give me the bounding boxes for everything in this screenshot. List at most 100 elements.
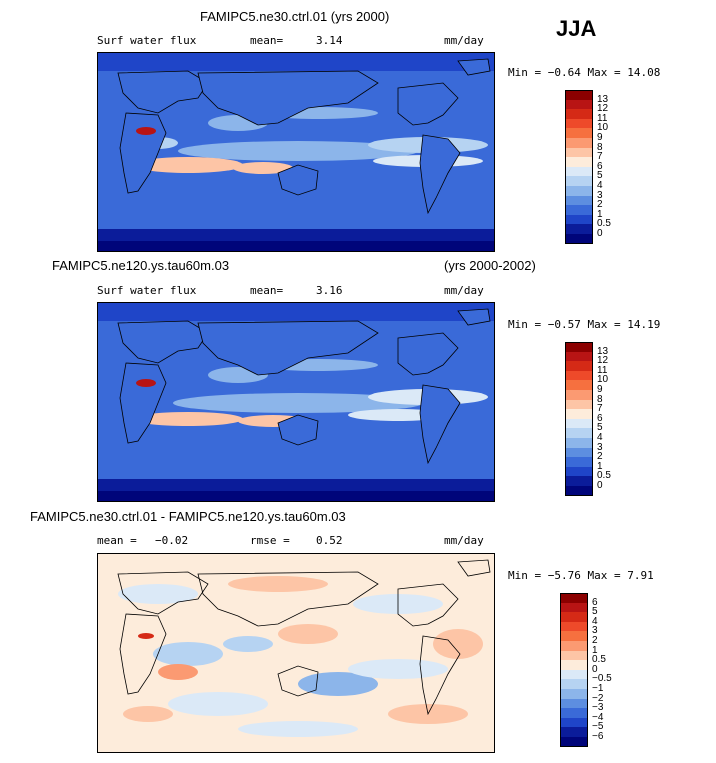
colorbar-swatch [565, 195, 593, 206]
colorbar-swatch [560, 737, 588, 747]
colorbar-tick-label: 1 [592, 644, 598, 656]
colorbar-swatch [560, 612, 588, 622]
colorbar-swatch [565, 138, 593, 148]
colorbar-swatch [565, 118, 593, 129]
colorbar-swatch [565, 390, 593, 400]
colorbar-tick-label: 6 [597, 160, 603, 172]
colorbar-swatch [565, 166, 593, 177]
panel3-title: FAMIPC5.ne30.ctrl.01 - FAMIPC5.ne120.ys.… [30, 509, 346, 524]
colorbar-swatch [560, 698, 588, 709]
colorbar-tick-label: 0 [597, 480, 603, 491]
colorbar-tick-label: 1 [597, 460, 603, 472]
colorbar-swatch [565, 147, 593, 158]
colorbar-tick-label: −4 [592, 711, 604, 723]
colorbar-tick-label: 3 [597, 441, 603, 453]
colorbar-tick-label: −1 [592, 683, 604, 694]
panel2-map-graphic [98, 303, 494, 501]
colorbar-swatch [560, 602, 588, 613]
panel1-colorbar: 13 12 11 10 9 8 7 6 5 4 3 2 1 0.5 0 [565, 90, 635, 245]
panel2-years: (yrs 2000-2002) [444, 258, 536, 273]
colorbar-swatch [565, 109, 593, 119]
colorbar-swatch [565, 186, 593, 196]
colorbar-tick-label: 10 [597, 374, 609, 386]
panel1-map-graphic [98, 53, 494, 251]
colorbar-swatch [565, 128, 593, 138]
colorbar-swatch [560, 708, 588, 718]
panel1-title: FAMIPC5.ne30.ctrl.01 (yrs 2000) [200, 9, 390, 24]
colorbar-tick-label: −0.5 [592, 673, 612, 685]
colorbar-tick-label: 10 [597, 122, 609, 134]
colorbar-swatch [565, 351, 593, 362]
colorbar-tick-label: 7 [597, 151, 603, 163]
colorbar-swatch [560, 631, 588, 641]
panel2-mean-value: 3.16 [316, 284, 343, 297]
colorbar-tick-label: 5 [597, 170, 603, 182]
colorbar-swatch [565, 399, 593, 410]
colorbar-swatch [560, 641, 588, 651]
colorbar-tick-label: 6 [597, 412, 603, 424]
panel1-variable-label: Surf water flux [97, 34, 197, 47]
colorbar-tick-label: −2 [592, 692, 604, 704]
colorbar-tick-label: 13 [597, 93, 609, 105]
colorbar-tick-label: −6 [592, 731, 604, 742]
colorbar-tick-label: 12 [597, 103, 609, 115]
colorbar-swatch [565, 466, 593, 477]
panel1-mean-value: 3.14 [316, 34, 343, 47]
colorbar-swatch [565, 438, 593, 448]
colorbar-tick-label: 6 [592, 596, 598, 608]
colorbar-tick-label: 4 [597, 432, 603, 443]
colorbar-tick-label: 0.5 [597, 218, 611, 230]
colorbar-swatch [565, 361, 593, 371]
panel3-units: mm/day [444, 534, 484, 547]
colorbar-tick-label: 11 [597, 112, 608, 124]
panel2-mean-label: mean= [250, 284, 284, 297]
colorbar-swatch [565, 157, 593, 167]
colorbar-tick-label: 1 [597, 208, 603, 220]
colorbar-swatch [560, 669, 588, 680]
colorbar-swatch [560, 689, 588, 699]
colorbar-tick-label: 9 [597, 132, 603, 143]
colorbar-tick-label: 0 [592, 663, 598, 675]
colorbar-swatch [565, 418, 593, 429]
panel1-mean-label: mean= [250, 34, 284, 47]
colorbar-tick-label: −3 [592, 702, 604, 714]
colorbar-tick-label: 9 [597, 384, 603, 395]
colorbar-tick-label: 11 [597, 364, 608, 376]
colorbar-swatch [565, 370, 593, 381]
panel1-map [97, 52, 495, 252]
panel3-mean-label: mean = [97, 534, 137, 547]
colorbar-swatch [565, 409, 593, 419]
panel2-variable-label: Surf water flux [97, 284, 197, 297]
colorbar-swatch [565, 447, 593, 458]
panel2-map [97, 302, 495, 502]
panel1-units: mm/day [444, 34, 484, 47]
colorbar-swatch [565, 486, 593, 496]
colorbar-tick-label: 12 [597, 355, 609, 367]
colorbar-swatch [565, 214, 593, 225]
colorbar-tick-label: 0.5 [592, 654, 606, 666]
colorbar-swatch [560, 660, 588, 670]
panel2-units: mm/day [444, 284, 484, 297]
panel3-minmax: Min = −5.76 Max = 7.91 [508, 569, 654, 582]
panel3-map-graphic [98, 554, 494, 752]
panel1-minmax: Min = −0.64 Max = 14.08 [508, 66, 661, 79]
panel2-title: FAMIPC5.ne120.ys.tau60m.03 [52, 258, 230, 273]
colorbar-swatch [560, 593, 588, 603]
season-label: JJA [556, 16, 597, 41]
colorbar-swatch [565, 428, 593, 438]
colorbar-swatch [560, 727, 588, 737]
panel3-mean-value: −0.02 [155, 534, 189, 547]
panel2-colorbar: 13 12 11 10 9 8 7 6 5 4 3 2 1 0.5 0 [565, 342, 635, 497]
panel3-colorbar: 6 5 4 3 2 1 0.5 0 −0.5 −1 −2 −3 −4 −5 −6 [560, 593, 635, 748]
colorbar-swatch [565, 342, 593, 352]
colorbar-tick-label: 0.5 [597, 470, 611, 482]
colorbar-tick-label: −5 [592, 721, 604, 733]
colorbar-tick-label: 4 [597, 180, 603, 191]
colorbar-tick-label: 5 [597, 422, 603, 434]
colorbar-tick-label: 7 [597, 403, 603, 415]
colorbar-swatch [560, 650, 588, 661]
colorbar-tick-label: 13 [597, 345, 609, 357]
colorbar-tick-label: 5 [592, 606, 598, 618]
colorbar-tick-label: 8 [597, 393, 603, 405]
colorbar-tick-label: 8 [597, 141, 603, 153]
